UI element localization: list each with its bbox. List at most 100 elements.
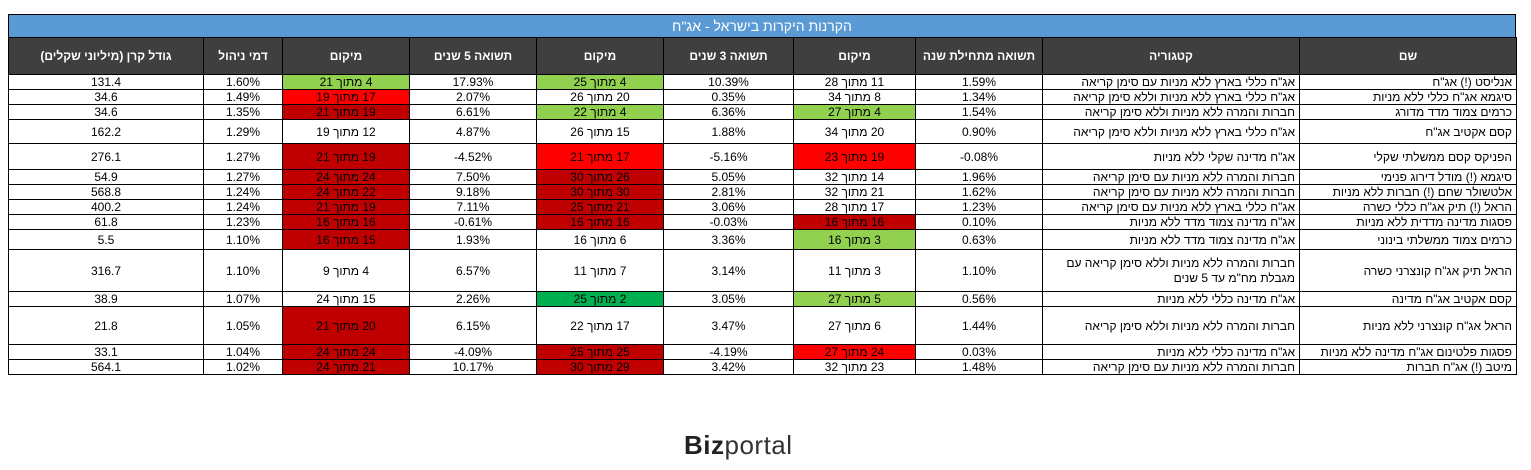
fund-size-cell: 54.9 [8,169,204,185]
management-fee-cell: 1.24% [203,184,283,200]
ytd-return-cell: 0.10% [915,214,1043,230]
ytd-return-cell: 1.34% [915,89,1043,105]
management-fee-cell: 1.60% [203,74,283,90]
5y-rank-cell: 19 מתוך 21 [282,104,410,120]
header-5y-return[interactable]: תשואה 5 שנים [409,37,537,75]
header-name[interactable]: שם [1299,37,1517,75]
fund-name-cell: הראל (!) תיק אג"ח כללי כשרה [1299,199,1517,215]
table-container: הקרנות היקרות בישראל - אג"ח שם קטגוריה ת… [8,14,1517,375]
bizportal-logo: Bizportal [684,430,793,460]
header-3y-rank[interactable]: מיקום [536,37,664,75]
ytd-rank-cell: 19 מתוך 23 [793,143,916,170]
ytd-return-cell: 1.10% [915,249,1043,292]
ytd-rank-cell: 14 מתוך 32 [793,169,916,185]
management-fee-cell: 1.27% [203,143,283,170]
category-cell: חברות והמרה ללא מניות עם סימן קריאה [1042,184,1300,200]
category-cell: אג"ח כללי בארץ ללא מניות וללא סימן קריאה [1042,119,1300,144]
ytd-return-cell: 1.48% [915,359,1043,375]
fund-name-cell: פסגות מדינה מדדית ללא מניות [1299,214,1517,230]
ytd-rank-cell: 11 מתוך 28 [793,74,916,90]
category-cell: אג"ח מדינה צמוד מדד ללא מניות [1042,214,1300,230]
header-category[interactable]: קטגוריה [1042,37,1300,75]
5y-return-cell: 1.93% [409,229,537,250]
5y-return-cell: 2.26% [409,291,537,307]
fund-name-cell: כרמים צמוד ממשלתי בינוני [1299,229,1517,250]
5y-return-cell: 9.18% [409,184,537,200]
ytd-return-cell: 0.56% [915,291,1043,307]
ytd-rank-cell: 6 מתוך 27 [793,306,916,345]
header-3y-return[interactable]: תשואה 3 שנים [663,37,794,75]
ytd-return-cell: 1.54% [915,104,1043,120]
ytd-rank-cell: 3 מתוך 11 [793,249,916,292]
3y-rank-cell: 2 מתוך 25 [536,291,664,307]
management-fee-cell: 1.10% [203,229,283,250]
ytd-rank-cell: 21 מתוך 32 [793,184,916,200]
table-row: סיגמא אג"ח כללי ללא מניות אג"ח כללי בארץ … [8,89,1517,105]
category-cell: חברות והמרה ללא מניות עם סימן קריאה [1042,359,1300,375]
header-5y-rank[interactable]: מיקום [282,37,410,75]
3y-return-cell: 3.47% [663,306,794,345]
fund-size-cell: 162.2 [8,119,204,144]
table-row: הפניקס קסם ממשלתי שקלי אג"ח מדינה שקלי לל… [8,143,1517,170]
fund-name-cell: קסם אקטיב אג"ח [1299,119,1517,144]
header-ytd-rank[interactable]: מיקום [793,37,916,75]
ytd-return-cell: 1.44% [915,306,1043,345]
management-fee-cell: 1.49% [203,89,283,105]
category-cell: חברות והמרה ללא מניות עם סימן קריאה [1042,169,1300,185]
table-row: הראל אג"ח קונצרני ללא מניות חברות והמרה ל… [8,306,1517,345]
management-fee-cell: 1.35% [203,104,283,120]
ytd-rank-cell: 23 מתוך 32 [793,359,916,375]
5y-rank-cell: 24 מתוך 24 [282,344,410,360]
fund-size-cell: 568.8 [8,184,204,200]
3y-rank-cell: 17 מתוך 22 [536,306,664,345]
category-cell: אג"ח מדינה כללי ללא מניות [1042,291,1300,307]
3y-rank-cell: 4 מתוך 25 [536,74,664,90]
3y-return-cell: 3.36% [663,229,794,250]
fund-name-cell: פסגות פלטינום אג"ח מדינה ללא מניות [1299,344,1517,360]
ytd-return-cell: 1.59% [915,74,1043,90]
5y-rank-cell: 19 מתוך 21 [282,199,410,215]
ytd-rank-cell: 17 מתוך 28 [793,199,916,215]
ytd-rank-cell: 16 מתוך 16 [793,214,916,230]
5y-return-cell: 2.07% [409,89,537,105]
3y-return-cell: 3.14% [663,249,794,292]
3y-rank-cell: 25 מתוך 25 [536,344,664,360]
3y-rank-cell: 26 מתוך 30 [536,169,664,185]
3y-rank-cell: 4 מתוך 22 [536,104,664,120]
table-row: קסם אקטיב אג"ח מדינה אג"ח מדינה כללי ללא … [8,291,1517,307]
3y-return-cell: 5.05% [663,169,794,185]
management-fee-cell: 1.29% [203,119,283,144]
5y-return-cell: 4.87% [409,119,537,144]
3y-rank-cell: 16 מתוך 16 [536,214,664,230]
fund-name-cell: מיטב (!) אג"ח חברות [1299,359,1517,375]
fund-name-cell: אנליסט (!) אג"ח [1299,74,1517,90]
3y-return-cell: 3.06% [663,199,794,215]
3y-return-cell: 10.39% [663,74,794,90]
table-row: הראל (!) תיק אג"ח כללי כשרה אג"ח כללי באר… [8,199,1517,215]
fund-name-cell: הראל אג"ח קונצרני ללא מניות [1299,306,1517,345]
table-row: פסגות מדינה מדדית ללא מניות אג"ח מדינה צמ… [8,214,1517,230]
management-fee-cell: 1.24% [203,199,283,215]
ytd-return-cell: 1.23% [915,199,1043,215]
header-ytd-return[interactable]: תשואה מתחילת שנה [915,37,1043,75]
fund-size-cell: 61.8 [8,214,204,230]
ytd-rank-cell: 8 מתוך 34 [793,89,916,105]
5y-rank-cell: 15 מתוך 24 [282,291,410,307]
5y-rank-cell: 15 מתוך 16 [282,229,410,250]
category-cell: חברות והמרה ללא מניות וללא סימן קריאה עם… [1042,249,1300,292]
5y-return-cell: -0.61% [409,214,537,230]
table-row: אלטשולר שחם (!) חברות ללא מניות חברות והמ… [8,184,1517,200]
3y-rank-cell: 15 מתוך 26 [536,119,664,144]
management-fee-cell: 1.02% [203,359,283,375]
ytd-return-cell: -0.08% [915,143,1043,170]
5y-return-cell: 6.57% [409,249,537,292]
header-management-fee[interactable]: דמי ניהול [203,37,283,75]
management-fee-cell: 1.27% [203,169,283,185]
5y-return-cell: 10.17% [409,359,537,375]
5y-rank-cell: 22 מתוך 24 [282,184,410,200]
fund-size-cell: 34.6 [8,104,204,120]
category-cell: אג"ח מדינה צמוד מדד ללא מניות [1042,229,1300,250]
header-fund-size[interactable]: גודל קרן (מיליוני שקלים) [8,37,204,75]
5y-return-cell: 7.50% [409,169,537,185]
table-row: פסגות פלטינום אג"ח מדינה ללא מניות אג"ח מ… [8,344,1517,360]
